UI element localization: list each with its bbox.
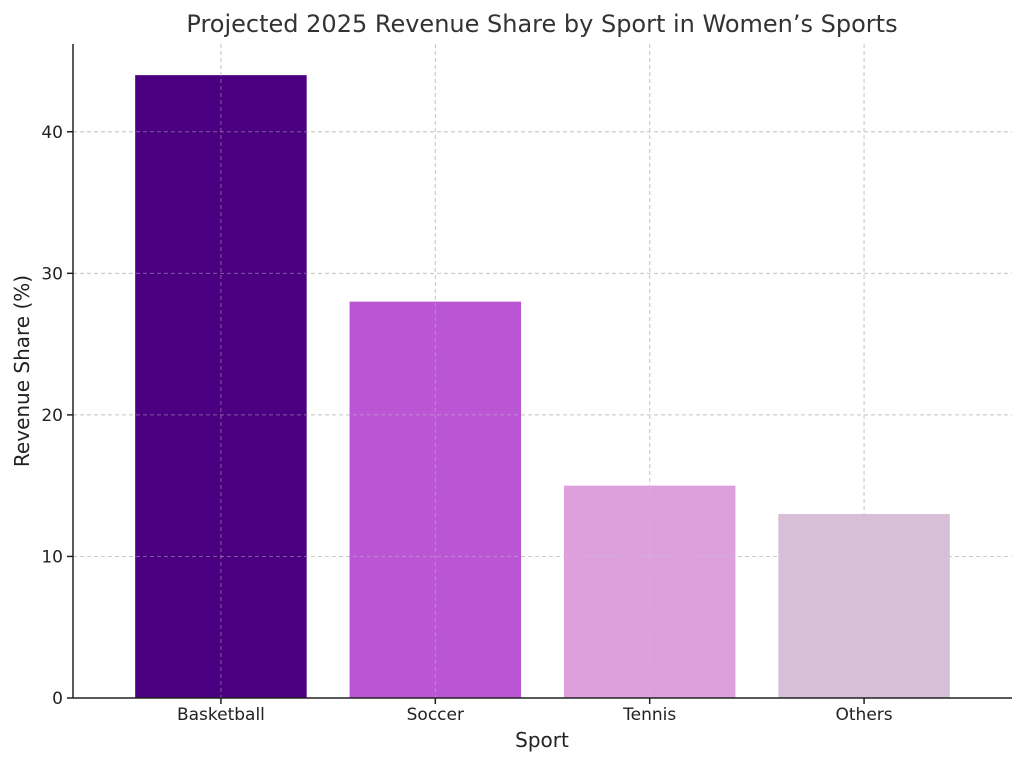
ticks-layer: 0 10 20 30 40 Basketball Soccer Tennis Others <box>41 123 892 725</box>
x-tick-label: Tennis <box>622 705 676 725</box>
x-tick-label: Others <box>836 705 893 725</box>
bar-others <box>778 513 950 698</box>
y-axis-label: Revenue Share (%) <box>10 275 34 467</box>
y-tick-label: 20 <box>41 406 63 426</box>
x-tick-label: Basketball <box>177 705 265 725</box>
x-tick-label: Soccer <box>407 705 464 725</box>
y-tick-label: 0 <box>52 689 63 709</box>
bar-soccer <box>349 301 522 698</box>
axes-layer <box>72 44 1012 699</box>
bar-basketball <box>135 75 307 698</box>
bar-tennis <box>563 485 736 698</box>
overlay-grid-layer <box>73 44 1012 698</box>
bars-layer <box>135 75 950 698</box>
x-axis-label: Sport <box>515 728 569 752</box>
y-tick-label: 10 <box>41 547 63 567</box>
chart-title: Projected 2025 Revenue Share by Sport in… <box>186 10 897 38</box>
y-tick-label: 30 <box>41 264 63 284</box>
y-tick-label: 40 <box>41 123 63 143</box>
